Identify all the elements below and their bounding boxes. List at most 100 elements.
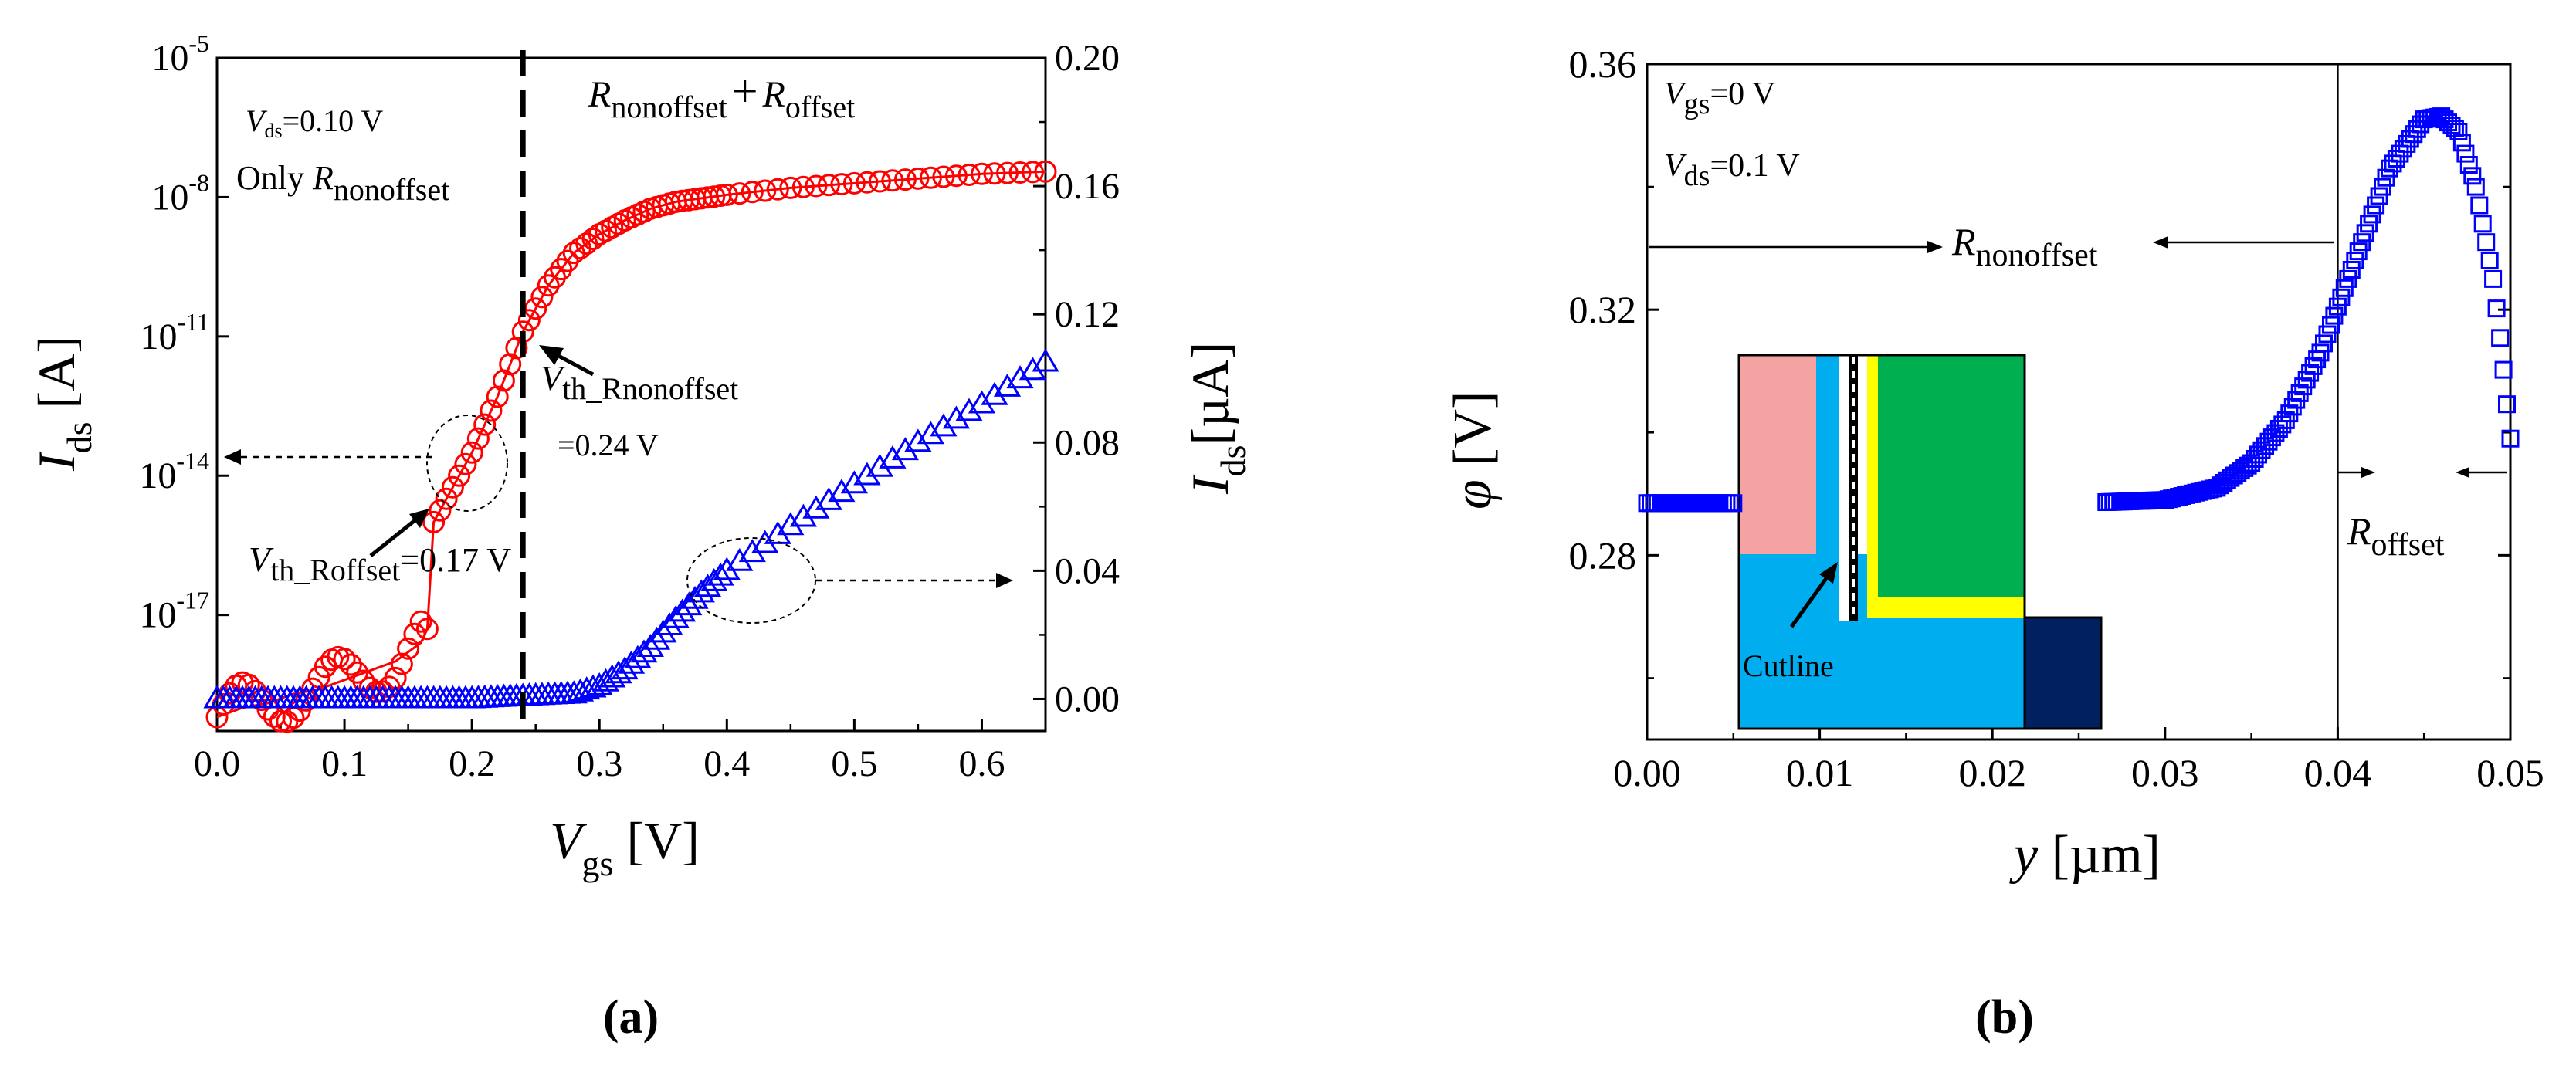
- red-ids-log-point: [530, 286, 554, 309]
- red-ids-log-point: [932, 165, 955, 188]
- blue-ids-linear-point: [656, 612, 683, 635]
- panel-a-series: [203, 160, 1059, 733]
- red-ids-log-point: [1008, 161, 1032, 184]
- blue-ids-linear-point: [617, 650, 646, 674]
- red-ids-log-point: [333, 648, 356, 671]
- panel-a-left-y-tick-label: 10-11: [141, 308, 209, 357]
- panel-a-x-tick-label: 0.2: [449, 743, 495, 784]
- red-ids-log-point: [842, 171, 866, 195]
- panel-a-x-axis-title: Vgs [V]: [550, 811, 700, 883]
- red-ids-log-line: [216, 170, 1046, 719]
- panel-b: 0.00 0.01 0.02 0.03 0.04 0.05 0.36 0.32 0.28 Cu…: [1443, 42, 2544, 1044]
- blue-ids-linear-point: [693, 574, 722, 597]
- phi-square-point: [2498, 395, 2516, 414]
- panel-a-right-arrow-head: [996, 573, 1013, 588]
- phi-square-point: [2360, 215, 2378, 233]
- red-ids-log-point: [435, 487, 458, 510]
- blue-ids-linear-point: [630, 639, 658, 663]
- blue-ids-linear-point: [1006, 365, 1034, 389]
- panel-b-y-axis-title: φ [V]: [1443, 391, 1503, 509]
- red-ids-log-point: [868, 170, 891, 193]
- panel-a-right-y-tick-label: 0.20: [1055, 38, 1120, 79]
- phi-square-point: [2339, 269, 2357, 288]
- panel-a-vth-rnonoffset-value: =0.24 V: [558, 428, 659, 462]
- red-ids-log-point: [766, 178, 789, 201]
- rnonoffset-left-arrow-head: [1927, 241, 1943, 253]
- inset-cutline-arrow: [1789, 576, 1829, 628]
- red-ids-log-point: [524, 297, 547, 320]
- panel-a-vth-roffset-arrow-head: [409, 509, 429, 528]
- panel-b-x-tick-label: 0.04: [2304, 751, 2372, 794]
- panel-a-only-annotation: Only Rnonoffset: [236, 159, 449, 207]
- panel-a-right-y-tick-label: 0.16: [1055, 166, 1120, 207]
- panel-b-vds-annotation: Vds=0.1 V: [1664, 148, 1800, 192]
- red-ids-log-point: [728, 182, 751, 205]
- panel-a-left-y-ticks: 10-5 10-8 10-11 10-14 10-17: [139, 29, 229, 636]
- inset-navy-border: [2023, 616, 2103, 730]
- red-ids-log-point: [581, 228, 605, 250]
- phi-square-point: [2349, 242, 2368, 261]
- red-ids-log-point: [805, 174, 828, 198]
- red-ids-log-point: [517, 309, 541, 332]
- panel-b-x-tick-label: 0.03: [2131, 751, 2199, 794]
- panel-a-x-ticks: 0.0 0.1 0.2 0.3 0.4 0.5 0.6: [194, 719, 1005, 784]
- red-ids-log-point: [893, 168, 917, 191]
- panel-a-right-y-axis-title: Ids[µA]: [1181, 342, 1252, 495]
- panel-a-sum-annotation: Rnonoffset + Roffset: [588, 66, 855, 124]
- red-ids-log-point: [486, 385, 509, 408]
- blue-ids-linear-point: [802, 495, 830, 519]
- panel-a-label: (a): [603, 991, 659, 1044]
- red-ids-log-point: [996, 161, 1019, 184]
- panel-a-right-y-tick-label: 0.08: [1055, 422, 1120, 463]
- red-ids-log-point: [958, 164, 981, 186]
- panel-a-left-y-tick-label: 10-17: [139, 587, 209, 636]
- panel-a-x-tick-label: 0.1: [321, 743, 368, 784]
- red-ids-log-point: [403, 622, 426, 645]
- blue-ids-linear-point: [981, 381, 1008, 405]
- phi-square-point: [2353, 233, 2371, 252]
- blue-ids-linear-point: [687, 579, 715, 603]
- phi-square-point: [2470, 196, 2489, 215]
- red-ids-log-point: [817, 174, 840, 197]
- phi-square-point: [2328, 297, 2347, 316]
- panel-b-x-axis-title: y [µm]: [2009, 825, 2161, 885]
- blue-ids-linear-point: [917, 421, 945, 445]
- phi-square-point: [2374, 178, 2391, 196]
- phi-square-point: [2318, 325, 2337, 343]
- phi-square-point: [2370, 187, 2388, 205]
- phi-square-point: [2332, 288, 2351, 306]
- blue-ids-linear-point: [668, 598, 697, 622]
- panel-a-vds-annotation: Vds=0.10 V: [246, 103, 383, 142]
- panel-b-x-ticks: 0.00 0.01 0.02 0.03 0.04 0.05: [1613, 727, 2544, 794]
- red-ids-log-point: [741, 181, 764, 204]
- red-ids-log-point: [295, 689, 318, 712]
- panel-a-right-y-tick-label: 0.12: [1055, 294, 1120, 335]
- phi-square-point: [2456, 144, 2475, 163]
- phi-square-point: [2311, 343, 2330, 362]
- red-ids-log-point: [269, 709, 292, 733]
- blue-ids-linear-point: [1019, 357, 1047, 381]
- red-ids-log-point: [907, 167, 930, 190]
- phi-square-point: [2484, 269, 2503, 288]
- blue-ids-linear-point: [700, 567, 728, 591]
- inset-cutline-label: Cutline: [1743, 648, 1834, 683]
- panel-a-x-tick-label: 0.5: [831, 743, 877, 784]
- red-ids-log-point: [390, 652, 413, 675]
- panel-a-red-ellipse: [426, 415, 508, 512]
- phi-square-point: [2335, 279, 2354, 297]
- blue-ids-linear-point: [904, 428, 932, 452]
- blue-ids-linear-point: [993, 373, 1022, 397]
- blue-ids-linear-point: [662, 604, 690, 628]
- blue-ids-linear-point: [707, 562, 734, 586]
- blue-ids-linear-point: [649, 619, 677, 643]
- red-ids-log-point: [473, 413, 497, 436]
- red-ids-log-point: [537, 274, 560, 297]
- panel-a-left-y-tick-label: 10-5: [151, 29, 209, 79]
- blue-ids-linear-point: [891, 437, 920, 461]
- phi-square-point: [2463, 167, 2482, 185]
- panel-b-series: [1638, 107, 2520, 513]
- blue-ids-linear-point: [930, 413, 958, 437]
- inset-blue-region-right: [1867, 618, 2025, 729]
- panel-a-x-tick-label: 0.4: [703, 743, 750, 784]
